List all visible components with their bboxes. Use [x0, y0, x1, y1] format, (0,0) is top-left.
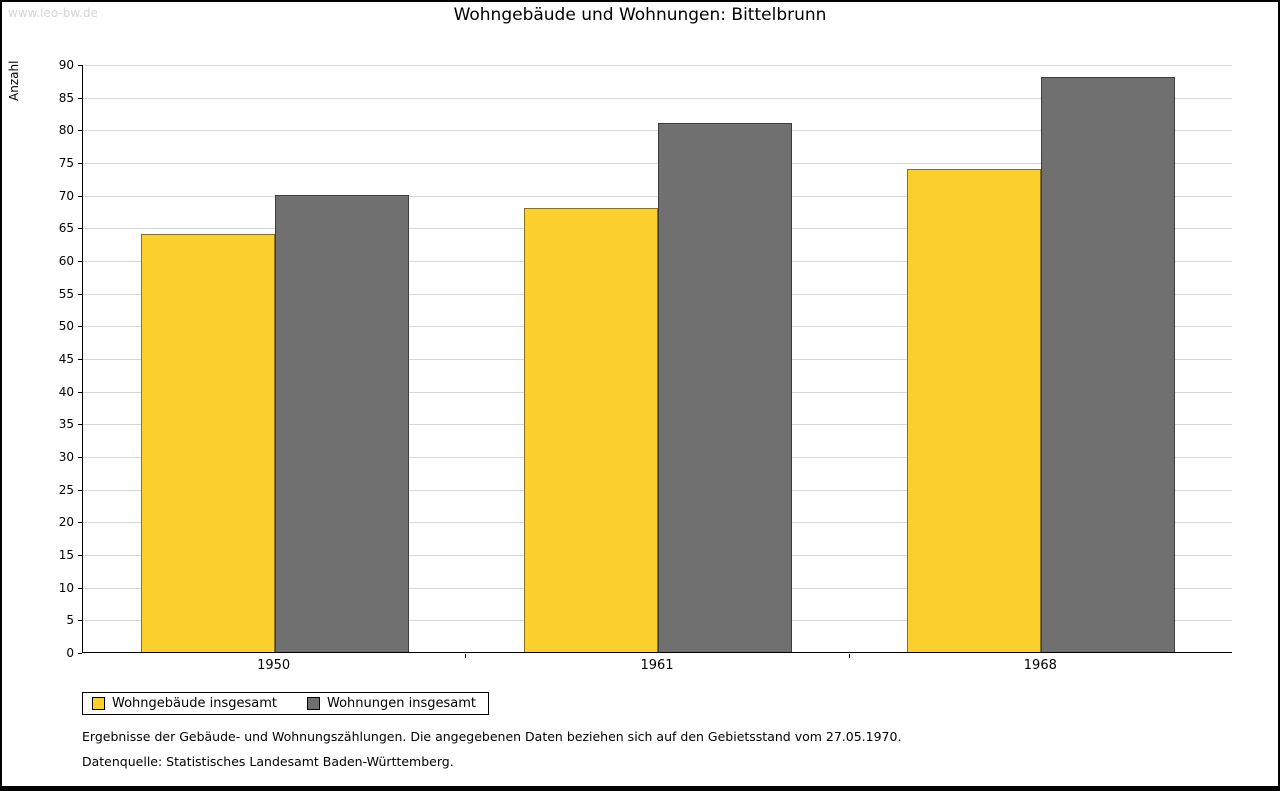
y-tick-label: 40	[58, 384, 74, 399]
y-tick-label: 30	[58, 450, 74, 464]
y-tick-mark	[78, 228, 82, 230]
bar-1961-series-0	[523, 207, 658, 652]
legend-swatch-1	[307, 697, 320, 710]
y-axis-tick-labels: 0 5 10 15 20 25 30 35 40 45 50 55 60 65 70 75 80 85 90	[2, 58, 74, 660]
y-tick-mark	[78, 195, 82, 197]
y-tick-mark	[78, 555, 82, 556]
y-tick-label: 70	[58, 188, 74, 203]
y-tick-label: 0	[66, 646, 74, 660]
y-tick-label: 80	[58, 123, 74, 138]
y-tick-mark	[78, 424, 82, 426]
x-tick-label: 1950	[257, 658, 291, 673]
y-tick-mark	[78, 391, 82, 393]
y-tick-label: 60	[58, 254, 74, 268]
x-tick-label: 1961	[640, 658, 674, 673]
y-tick-mark	[78, 130, 82, 132]
y-tick-mark	[78, 522, 82, 524]
y-tick-mark	[78, 620, 82, 622]
gridline	[83, 163, 1232, 164]
y-tick-mark	[78, 587, 82, 589]
y-tick-label: 25	[58, 482, 74, 497]
y-tick-mark	[78, 489, 82, 491]
bar-1961-series-1	[658, 122, 793, 652]
legend-swatch-0	[92, 697, 105, 710]
y-tick-label: 15	[58, 548, 74, 562]
plot-area	[82, 65, 1232, 653]
y-tick-mark	[78, 65, 82, 66]
y-tick-label: 45	[58, 352, 74, 366]
bar-1968-series-0	[907, 168, 1042, 652]
y-tick-mark	[78, 261, 82, 262]
gridline	[83, 97, 1232, 99]
watermark: www.leo-bw.de	[8, 6, 98, 20]
y-tick-label: 20	[58, 515, 74, 530]
y-tick-label: 50	[58, 319, 74, 334]
x-tick-mark	[848, 654, 850, 658]
footnote-note: Ergebnisse der Gebäude- und Wohnungszähl…	[82, 729, 902, 744]
y-axis-tick-marks	[78, 65, 82, 654]
y-tick-mark	[78, 326, 82, 328]
x-axis-tick-labels: 1950 1961 1968	[82, 658, 1232, 674]
gridline	[83, 65, 1232, 66]
y-tick-label: 35	[58, 417, 74, 432]
y-tick-mark	[78, 359, 82, 360]
x-tick-label: 1968	[1023, 658, 1057, 673]
y-tick-mark	[78, 293, 82, 295]
bar-1950-series-0	[140, 233, 275, 652]
y-tick-label: 10	[58, 580, 74, 595]
y-tick-mark	[78, 163, 82, 164]
y-tick-label: 65	[58, 221, 74, 236]
y-tick-label: 55	[58, 286, 74, 301]
footnote-datasource: Datenquelle: Statistisches Landesamt Bad…	[82, 754, 454, 769]
y-tick-label: 75	[58, 156, 74, 170]
legend-label-0: Wohngebäude insgesamt	[112, 696, 277, 711]
legend-item-1: Wohnungen insgesamt	[307, 696, 476, 711]
y-tick-label: 5	[66, 613, 74, 628]
legend-item-0: Wohngebäude insgesamt	[92, 696, 277, 711]
bar-1950-series-1	[274, 194, 409, 652]
gridline	[83, 130, 1232, 132]
gridline	[83, 195, 1232, 197]
legend-label-1: Wohnungen insgesamt	[327, 696, 476, 711]
legend: Wohngebäude insgesamt Wohnungen insgesamt	[82, 692, 489, 715]
y-tick-mark	[78, 653, 82, 654]
y-tick-label: 85	[58, 90, 74, 105]
bar-1968-series-1	[1041, 77, 1176, 652]
y-tick-label: 90	[58, 58, 74, 72]
y-tick-mark	[78, 97, 82, 99]
x-tick-mark	[465, 654, 467, 658]
y-tick-mark	[78, 457, 82, 458]
chart-title: Wohngebäude und Wohnungen: Bittelbrunn	[453, 5, 827, 25]
x-axis-tick-marks	[82, 654, 1232, 659]
